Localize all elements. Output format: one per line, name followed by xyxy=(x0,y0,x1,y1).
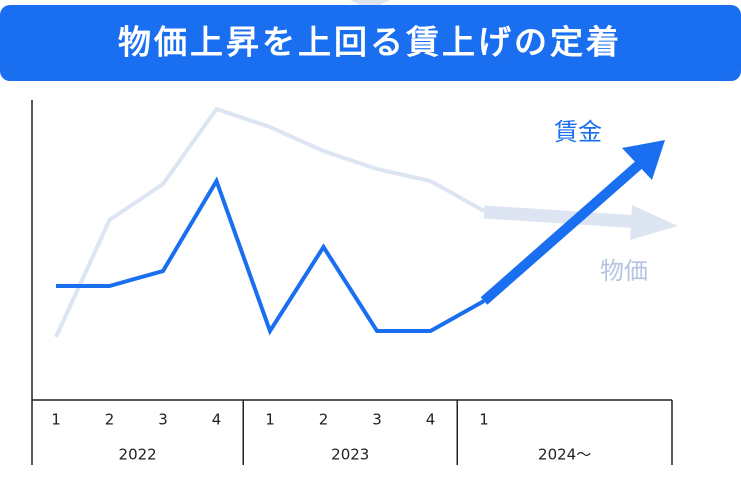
x-tick-label: 1 xyxy=(265,411,275,429)
group-label: 2024〜 xyxy=(538,446,591,464)
wage-arrow-head xyxy=(622,140,665,180)
group-label: 2023 xyxy=(331,446,369,464)
x-tick-label: 4 xyxy=(426,411,436,429)
wage-arrow-shaft xyxy=(480,158,646,305)
series-label: 賃金 xyxy=(554,118,602,146)
group-label: 2022 xyxy=(119,446,157,464)
x-tick-label: 3 xyxy=(372,411,382,429)
price-arrow-head xyxy=(630,205,678,240)
x-tick-label: 4 xyxy=(212,411,222,429)
x-tick-label: 2 xyxy=(105,411,115,429)
series-label: 物価 xyxy=(600,257,648,285)
x-tick-label: 1 xyxy=(479,411,489,429)
title-banner xyxy=(0,5,741,81)
series-line xyxy=(54,106,485,338)
x-tick-label: 2 xyxy=(319,411,329,429)
series-line xyxy=(56,176,485,336)
price-arrow-shaft xyxy=(483,205,641,229)
chart-title: 物価上昇を上回る賃上げの定着 xyxy=(118,23,622,62)
x-tick-label: 1 xyxy=(51,411,61,429)
x-tick-label: 3 xyxy=(158,411,168,429)
